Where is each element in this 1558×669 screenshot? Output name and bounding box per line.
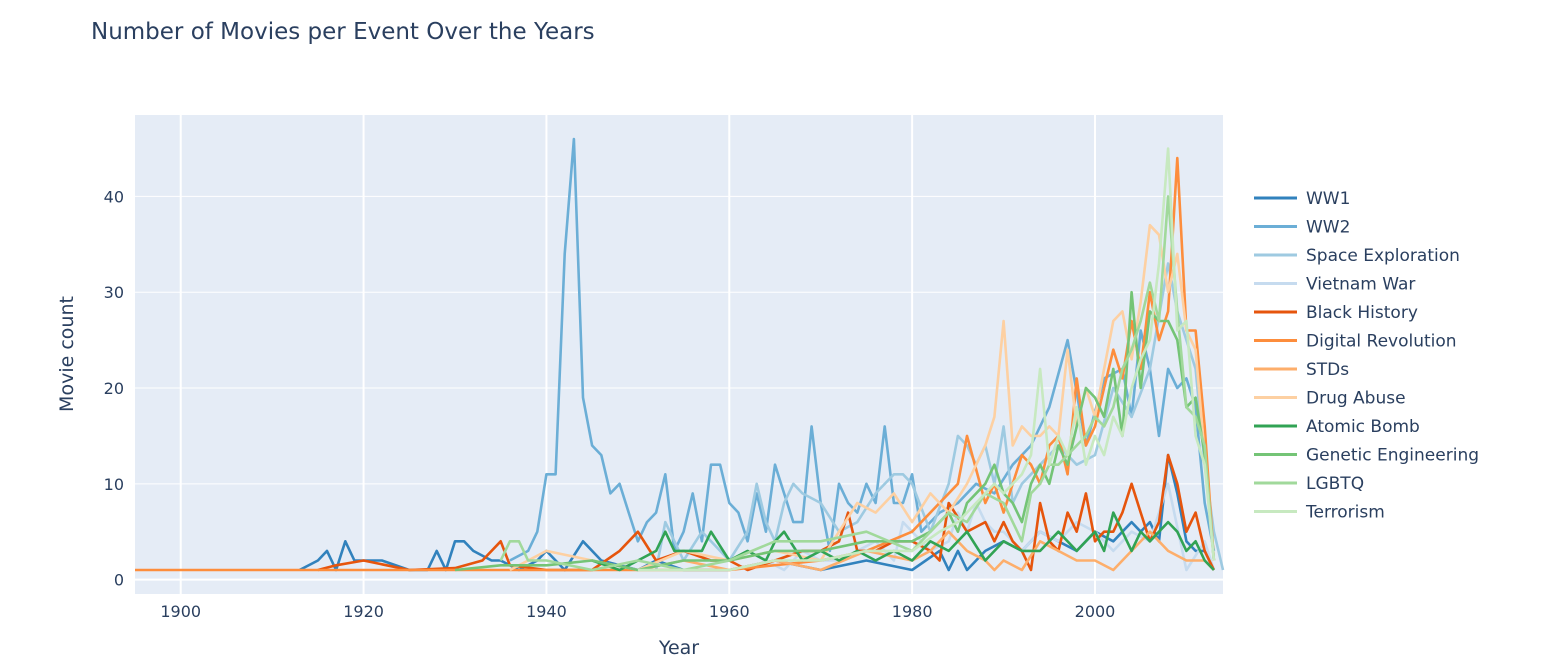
legend-label: Black History — [1306, 303, 1418, 323]
legend-item-drug-abuse[interactable]: Drug Abuse — [1254, 389, 1406, 409]
legend-label: Drug Abuse — [1306, 389, 1406, 409]
x-tick-label: 1980 — [892, 602, 933, 621]
y-tick-label: 40 — [104, 187, 124, 206]
series-line-digital-revolution — [135, 156, 1216, 572]
plot-area — [135, 115, 1223, 594]
legend-item-terrorism[interactable]: Terrorism — [1254, 503, 1385, 523]
y-axis-title: Movie count — [56, 296, 78, 412]
series-line-space-exploration — [654, 262, 1225, 571]
y-tick-label: 30 — [104, 283, 124, 302]
legend-item-genetic-engineering[interactable]: Genetic Engineering — [1254, 446, 1479, 466]
legend-item-digital-revolution[interactable]: Digital Revolution — [1254, 332, 1457, 352]
chart-title: Number of Movies per Event Over the Year… — [91, 19, 595, 45]
legend-label: Digital Revolution — [1306, 332, 1457, 352]
legend-label: WW1 — [1306, 189, 1350, 209]
legend-label: WW2 — [1306, 218, 1350, 238]
legend-item-stds[interactable]: STDs — [1254, 360, 1349, 380]
legend-item-atomic-bomb[interactable]: Atomic Bomb — [1254, 417, 1420, 437]
legend-label: Atomic Bomb — [1306, 417, 1420, 437]
legend-label: Genetic Engineering — [1306, 446, 1479, 466]
axis-ticks: 1900 1920 1940 1960 1980 2000 0 10 20 30 40 — [104, 187, 1116, 621]
legend-item-lgbtq[interactable]: LGBTQ — [1254, 474, 1364, 494]
series-line-terrorism — [637, 147, 1216, 572]
series-line-black-history — [317, 453, 1216, 572]
legend-item-ww2[interactable]: WW2 — [1254, 218, 1350, 238]
grid-lines — [135, 115, 1223, 594]
legend-item-vietnam-war[interactable]: Vietnam War — [1254, 275, 1415, 295]
legend-label: Vietnam War — [1306, 275, 1415, 295]
legend-item-space-exploration[interactable]: Space Exploration — [1254, 246, 1460, 266]
series-line-atomic-bomb — [591, 511, 1215, 572]
legend-label: LGBTQ — [1306, 474, 1364, 494]
y-tick-label: 0 — [114, 571, 124, 590]
series-line-stds — [637, 530, 1215, 572]
x-tick-label: 1940 — [526, 602, 567, 621]
legend-label: STDs — [1306, 360, 1349, 380]
series-lines — [135, 137, 1225, 572]
x-axis-title: Year — [658, 637, 699, 659]
x-tick-label: 1960 — [709, 602, 750, 621]
x-tick-label: 1900 — [160, 602, 201, 621]
legend-label: Space Exploration — [1306, 246, 1460, 266]
legend-item-black-history[interactable]: Black History — [1254, 303, 1418, 323]
x-tick-label: 1920 — [343, 602, 384, 621]
y-tick-label: 20 — [104, 379, 124, 398]
legend-item-ww1[interactable]: WW1 — [1254, 189, 1350, 209]
x-tick-label: 2000 — [1075, 602, 1116, 621]
legend[interactable]: WW1 WW2 Space Exploration Vietnam War Black … — [1254, 189, 1479, 523]
legend-label: Terrorism — [1305, 503, 1385, 523]
y-tick-label: 10 — [104, 475, 124, 494]
